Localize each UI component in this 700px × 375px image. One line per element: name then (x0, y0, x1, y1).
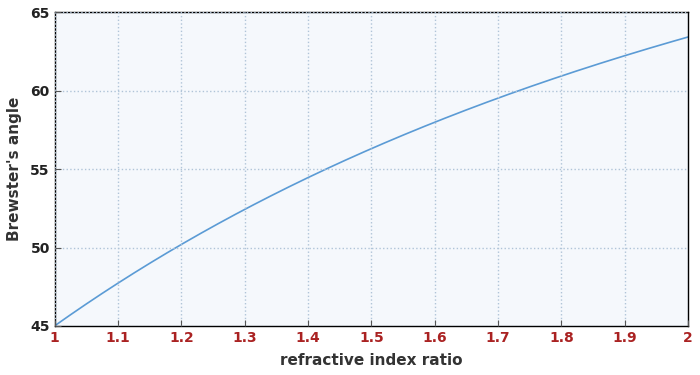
X-axis label: refractive index ratio: refractive index ratio (280, 353, 463, 368)
Y-axis label: Brewster's angle: Brewster's angle (7, 97, 22, 242)
